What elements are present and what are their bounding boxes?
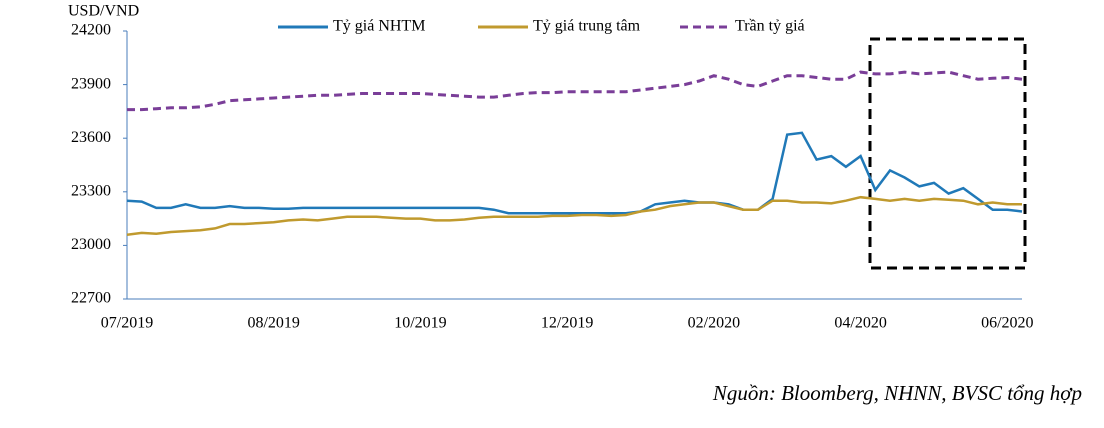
source-note: Nguồn: Bloomberg, NHNN, BVSC tổng hợp xyxy=(712,381,1082,405)
y-tick-label: 23900 xyxy=(71,75,111,92)
x-tick-label: 06/2020 xyxy=(981,315,1033,332)
x-tick-label: 04/2020 xyxy=(834,315,886,332)
x-tick-label: 08/2019 xyxy=(247,315,299,332)
legend-label: Tỷ giá NHTM xyxy=(333,18,425,35)
legend-label: Tỷ giá trung tâm xyxy=(533,18,641,35)
y-tick-label: 23600 xyxy=(71,129,111,146)
series-line xyxy=(126,131,1023,215)
x-tick-label: 10/2019 xyxy=(394,315,446,332)
x-tick-label: 07/2019 xyxy=(101,315,153,332)
x-tick-label: 12/2019 xyxy=(541,315,593,332)
x-tick-label: 02/2020 xyxy=(688,315,740,332)
legend-label: Trần tỷ giá xyxy=(735,18,805,35)
y-tick-label: 22700 xyxy=(71,290,111,307)
y-tick-label: 23000 xyxy=(71,236,111,253)
series-line xyxy=(127,70,1023,112)
y-axis-unit: USD/VND xyxy=(68,3,139,20)
y-tick-label: 23300 xyxy=(71,182,111,199)
series-line xyxy=(126,195,1022,236)
y-tick-label: 24200 xyxy=(71,22,111,39)
